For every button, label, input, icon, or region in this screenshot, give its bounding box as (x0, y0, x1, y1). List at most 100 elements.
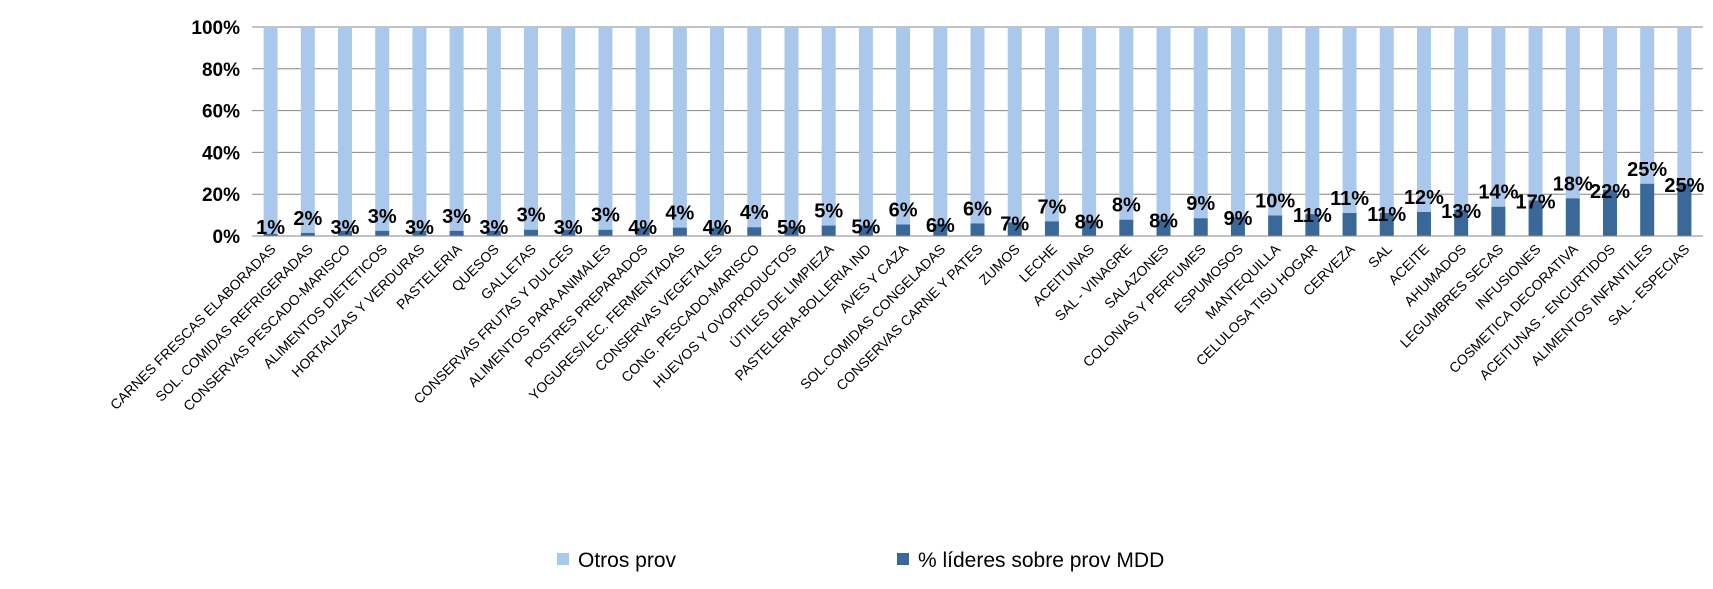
bar-otros-prov (672, 27, 687, 228)
x-tick-label: CARNES FRESCAS ELABORADAS (107, 241, 279, 413)
data-label: 9% (1186, 193, 1215, 215)
bar-lideres (1268, 215, 1283, 236)
bar-otros-prov (524, 27, 539, 230)
data-label: 14% (1478, 182, 1518, 204)
legend-swatch-otros (557, 553, 569, 565)
bar-otros-prov (1268, 27, 1283, 216)
data-label: 5% (814, 201, 843, 223)
data-label: 3% (554, 217, 583, 239)
bar-otros-prov (1193, 27, 1208, 219)
data-label: 12% (1404, 187, 1444, 209)
bar-lideres (635, 227, 650, 236)
data-label: 25% (1664, 175, 1704, 197)
bar-otros-prov (1305, 27, 1320, 215)
bar-lideres (263, 233, 278, 236)
y-tick-label: 80% (202, 60, 240, 81)
bar-otros-prov (412, 27, 427, 231)
data-label: 3% (331, 217, 360, 239)
bar-lideres (1379, 213, 1394, 236)
data-label: 7% (1037, 196, 1066, 218)
bar-otros-prov (1230, 27, 1245, 218)
bar-lideres (1416, 211, 1431, 236)
bar-otros-prov (933, 27, 948, 224)
bar-otros-prov (1379, 27, 1394, 214)
data-label: 13% (1441, 201, 1481, 223)
y-tick-label: 60% (202, 102, 240, 123)
y-tick-label: 20% (202, 185, 240, 206)
bar-lideres (524, 229, 539, 236)
bar-lideres (858, 225, 873, 236)
bar-lideres (1640, 183, 1655, 236)
y-tick-label: 40% (202, 143, 240, 164)
bar-lideres (933, 223, 948, 236)
data-label: 5% (851, 217, 880, 239)
bar-lideres (747, 227, 762, 236)
bar-lideres (1044, 221, 1059, 236)
bar-otros-prov (896, 27, 911, 225)
bar-otros-prov (710, 27, 725, 228)
bar-otros-prov (635, 27, 650, 228)
legend: Otros prov % líderes sobre prov MDD (557, 549, 1164, 572)
legend-label-lideres: % líderes sobre prov MDD (918, 549, 1164, 572)
bar-otros-prov (1007, 27, 1022, 223)
legend-label-otros: Otros prov (578, 549, 677, 572)
bar-otros-prov (263, 27, 278, 234)
data-label: 18% (1553, 173, 1593, 195)
bar-lideres (1565, 198, 1580, 236)
bar-lideres (1454, 209, 1469, 236)
y-tick-label: 0% (213, 227, 241, 248)
bar-otros-prov (561, 27, 576, 230)
bar-otros-prov (486, 27, 501, 231)
bar-lideres (449, 230, 464, 236)
bar-lideres (1602, 190, 1617, 236)
bar-lideres (1491, 206, 1506, 236)
bar-lideres (1193, 218, 1208, 236)
bar-lideres (412, 230, 427, 236)
data-label: 5% (777, 217, 806, 239)
data-label: 3% (442, 206, 471, 228)
bar-lideres (784, 226, 799, 236)
bar-otros-prov (1565, 27, 1580, 199)
data-label: 6% (963, 198, 992, 220)
bar-otros-prov (970, 27, 985, 224)
bar-otros-prov (375, 27, 390, 231)
bar-otros-prov (821, 27, 836, 226)
data-label: 4% (703, 217, 732, 239)
data-label: 4% (628, 217, 657, 239)
y-tick-label: 100% (191, 18, 240, 39)
bar-otros-prov (1082, 27, 1097, 221)
x-tick-label: SOL. COMIDAS REFRIGERADAS (152, 241, 316, 405)
data-labels: 1% 2% 3% 3% 3% 3% 3% 3% 3% 3% 4% 4% 4% 4% 5% 5% 5% 6% 6% 6%… (256, 159, 1704, 239)
data-label: 17% (1516, 191, 1556, 213)
bar-lideres (1082, 220, 1097, 236)
bar-lideres (1156, 219, 1171, 236)
data-label: 11% (1367, 204, 1406, 226)
data-label: 9% (1223, 208, 1252, 230)
bar-otros-prov (1119, 27, 1134, 220)
bar-otros-prov (449, 27, 464, 231)
data-label: 8% (1149, 210, 1178, 232)
data-label: 6% (889, 200, 918, 222)
data-label: 2% (293, 208, 322, 230)
data-label: 3% (517, 205, 546, 227)
data-label: 11% (1330, 188, 1369, 210)
bar-lideres (821, 225, 836, 236)
bar-otros-prov (1602, 27, 1617, 191)
data-label: 25% (1627, 159, 1667, 181)
data-label: 8% (1075, 211, 1104, 233)
data-label: 10% (1255, 191, 1295, 213)
bars (263, 27, 1692, 236)
bar-otros-prov (1416, 27, 1431, 212)
data-label: 6% (926, 215, 955, 237)
bar-otros-prov (1044, 27, 1059, 222)
bar-otros-prov (598, 27, 613, 230)
bar-otros-prov (1454, 27, 1469, 210)
bar-otros-prov (300, 27, 315, 233)
bar-otros-prov (1491, 27, 1506, 207)
data-label: 4% (740, 202, 769, 224)
data-label: 3% (479, 217, 508, 239)
bar-otros-prov (1156, 27, 1171, 220)
x-tick-label: ZUMOS (976, 241, 1023, 288)
data-label: 4% (665, 203, 694, 225)
